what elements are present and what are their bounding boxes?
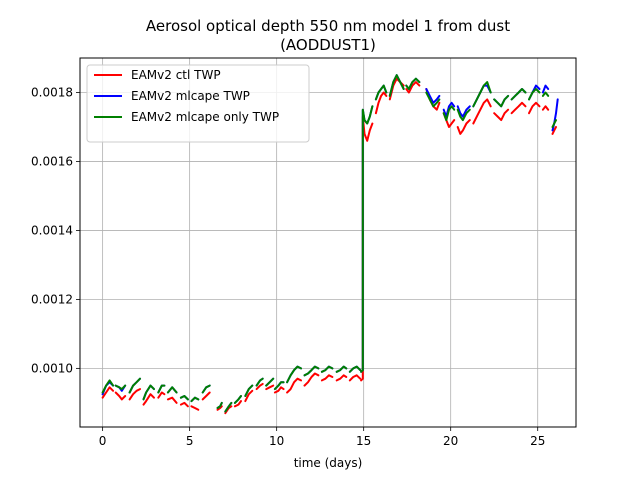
series-1 [101,77,557,415]
series-line-segment [442,101,456,118]
series-line-segment [265,384,275,391]
series-line-segment [166,396,178,404]
series-line-segment [425,88,441,104]
series-line-segment [233,395,242,404]
series-lines [101,74,559,415]
series-line-segment [255,377,264,387]
series-line-segment [224,401,233,413]
series-line-segment [114,391,127,401]
series-line-segment [348,374,362,382]
series-line-segment [472,81,492,108]
series-line-segment [233,400,242,408]
series-line-segment [190,396,200,403]
series-line-segment [255,382,264,391]
series-line-segment [216,401,223,409]
chart-title: Aerosol optical depth 550 nm model 1 fro… [146,17,510,35]
series-line-segment [456,119,471,135]
series-line-segment [179,395,189,401]
series-line-segment [303,365,320,377]
axes-frame [79,57,577,428]
series-line-segment [101,379,115,394]
series-line-segment [442,105,456,122]
series-line-segment [265,377,275,387]
series-line-segment [360,105,374,373]
series-line-segment [320,365,334,373]
legend-label: EAMv2 mlcape only TWP [131,110,279,124]
y-tick-label: 0.0012 [31,292,73,306]
x-tick-label: 15 [356,434,371,448]
series-line-segment [472,98,492,125]
series-line-segment [456,108,471,122]
series-line-segment [273,381,285,391]
series-line-segment [388,74,405,97]
series-line-segment [360,115,374,382]
series-line-segment [157,391,166,399]
series-line-segment [244,389,254,403]
legend: EAMv2 ctl TWP EAMv2 mlcape TWP EAMv2 mlcap… [86,64,310,143]
series-line-segment [405,77,421,90]
series-line-segment [551,126,557,135]
series-line-segment [179,401,189,408]
x-tick-label: 25 [530,434,545,448]
series-line-segment [541,105,550,111]
legend-box [86,64,310,143]
series-3 [101,74,557,413]
series-line-segment [157,384,166,394]
x-ticks: 0 5 10 15 20 25 [99,427,545,448]
series-line-segment [286,365,302,384]
x-tick-label: 5 [186,434,194,448]
series-line-segment [216,405,223,411]
chart-subtitle: (AODDUST1) [280,36,376,54]
y-tick-label: 0.0010 [31,361,73,375]
series-line-segment [142,393,155,406]
series-line-segment [374,91,388,115]
series-line-segment [320,374,334,382]
series-line-segment [335,374,348,382]
series-line-segment [128,388,141,401]
series-line-segment [166,386,178,394]
y-ticks: 0.0010 0.0012 0.0014 0.0016 0.0018 [31,85,80,375]
series-line-segment [101,386,115,399]
x-tick-label: 0 [99,434,107,448]
legend-label: EAMv2 ctl TWP [131,68,221,82]
x-tick-label: 10 [269,434,284,448]
series-line-segment [244,384,254,397]
series-line-segment [528,88,541,101]
series-line-segment [510,88,527,101]
y-tick-label: 0.0018 [31,85,73,99]
series-line-segment [510,101,527,115]
series-line-segment [551,119,557,128]
series-line-segment [303,372,320,387]
series-line-segment [190,405,200,411]
x-axis-label: time (days) [294,456,363,470]
y-tick-label: 0.0014 [31,223,73,237]
series-line-segment [335,365,348,373]
y-tick-label: 0.0016 [31,154,73,168]
series-line-segment [286,377,302,394]
series-line-segment [128,377,141,394]
series-line-segment [142,384,155,401]
series-line-segment [541,91,550,97]
x-tick-label: 20 [443,434,458,448]
series-line-segment [528,101,541,115]
series-line-segment [541,84,550,94]
series-line-segment [348,365,362,373]
series-line-segment [456,105,471,118]
series-line-segment [374,84,388,101]
series-line-segment [273,386,285,394]
series-line-segment [425,91,441,108]
series-line-segment [201,391,211,401]
series-line-segment [493,94,510,108]
legend-label: EAMv2 mlcape TWP [131,89,250,103]
series-line-segment [114,384,127,391]
series-line-segment [493,108,510,122]
series-line-segment [405,81,421,94]
series-line-segment [201,384,211,394]
